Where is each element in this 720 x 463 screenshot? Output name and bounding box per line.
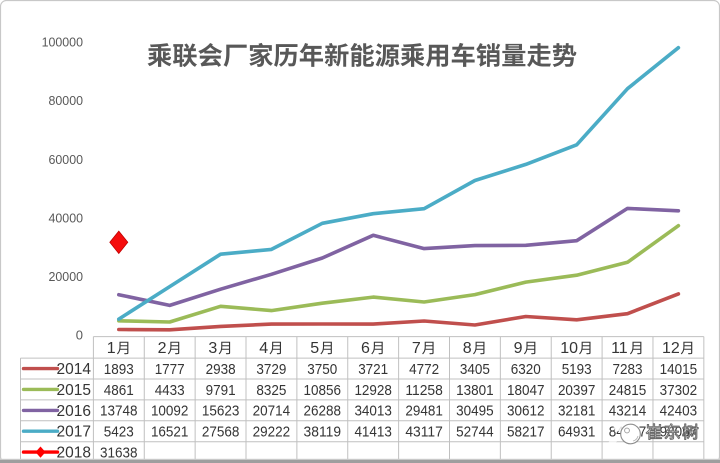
svg-text:27568: 27568 (202, 424, 240, 441)
svg-text:80000: 80000 (49, 93, 84, 108)
svg-text:10856: 10856 (304, 382, 342, 399)
svg-text:16521: 16521 (151, 424, 189, 441)
svg-text:2016: 2016 (57, 403, 91, 420)
svg-text:6320: 6320 (511, 361, 541, 378)
svg-text:5193: 5193 (562, 361, 592, 378)
svg-text:4861: 4861 (104, 382, 134, 399)
svg-text:20000: 20000 (49, 269, 84, 284)
svg-text:7: 7 (412, 340, 421, 357)
svg-text:24815: 24815 (609, 382, 647, 399)
svg-text:30495: 30495 (456, 403, 494, 420)
svg-text:12928: 12928 (354, 382, 392, 399)
svg-text:11: 11 (611, 340, 628, 357)
svg-text:3: 3 (208, 340, 217, 357)
svg-text:13748: 13748 (100, 403, 138, 420)
svg-text:14015: 14015 (660, 361, 698, 378)
svg-text:5423: 5423 (104, 424, 134, 441)
svg-text:41413: 41413 (354, 424, 392, 441)
svg-text:10092: 10092 (151, 403, 189, 420)
svg-text:42403: 42403 (660, 403, 698, 420)
svg-text:3729: 3729 (256, 361, 286, 378)
svg-text:60000: 60000 (49, 152, 84, 167)
svg-text:9791: 9791 (206, 382, 236, 399)
svg-text:43117: 43117 (405, 424, 443, 441)
svg-text:26288: 26288 (304, 403, 342, 420)
svg-text:5: 5 (310, 340, 319, 357)
svg-text:58217: 58217 (507, 424, 545, 441)
svg-text:3750: 3750 (307, 361, 337, 378)
svg-text:18047: 18047 (507, 382, 545, 399)
svg-text:8325: 8325 (256, 382, 286, 399)
svg-text:6: 6 (361, 340, 370, 357)
svg-text:31638: 31638 (100, 444, 138, 461)
svg-text:30612: 30612 (507, 403, 545, 420)
svg-text:32181: 32181 (558, 403, 596, 420)
svg-text:10: 10 (560, 340, 578, 357)
svg-text:2017: 2017 (57, 424, 91, 441)
svg-text:2: 2 (158, 340, 167, 357)
svg-text:52744: 52744 (456, 424, 494, 441)
svg-text:11258: 11258 (405, 382, 443, 399)
svg-text:29481: 29481 (405, 403, 443, 420)
svg-text:20714: 20714 (253, 403, 291, 420)
svg-text:64931: 64931 (558, 424, 596, 441)
svg-text:2015: 2015 (57, 382, 91, 399)
svg-text:13801: 13801 (456, 382, 494, 399)
svg-text:29222: 29222 (253, 424, 291, 441)
svg-text:1893: 1893 (104, 361, 134, 378)
svg-text:4772: 4772 (409, 361, 439, 378)
svg-text:4433: 4433 (155, 382, 185, 399)
svg-text:100000: 100000 (42, 35, 83, 50)
svg-text:20397: 20397 (558, 382, 596, 399)
svg-text:3721: 3721 (358, 361, 388, 378)
svg-text:12: 12 (662, 340, 680, 357)
svg-text:15623: 15623 (202, 403, 240, 420)
svg-text:0: 0 (76, 328, 83, 343)
svg-text:2938: 2938 (206, 361, 236, 378)
svg-text:2018: 2018 (57, 445, 91, 462)
svg-text:3405: 3405 (460, 361, 490, 378)
svg-text:8: 8 (463, 340, 472, 357)
svg-text:1777: 1777 (155, 361, 185, 378)
svg-text:9: 9 (514, 340, 523, 357)
svg-text:1: 1 (107, 340, 116, 357)
svg-text:34013: 34013 (354, 403, 392, 420)
svg-text:40000: 40000 (49, 210, 84, 225)
svg-text:4: 4 (259, 340, 268, 357)
svg-text:7283: 7283 (613, 361, 643, 378)
svg-text:2014: 2014 (57, 361, 92, 378)
svg-text:38119: 38119 (304, 424, 342, 441)
svg-text:43214: 43214 (609, 403, 647, 420)
svg-text:37302: 37302 (660, 382, 698, 399)
